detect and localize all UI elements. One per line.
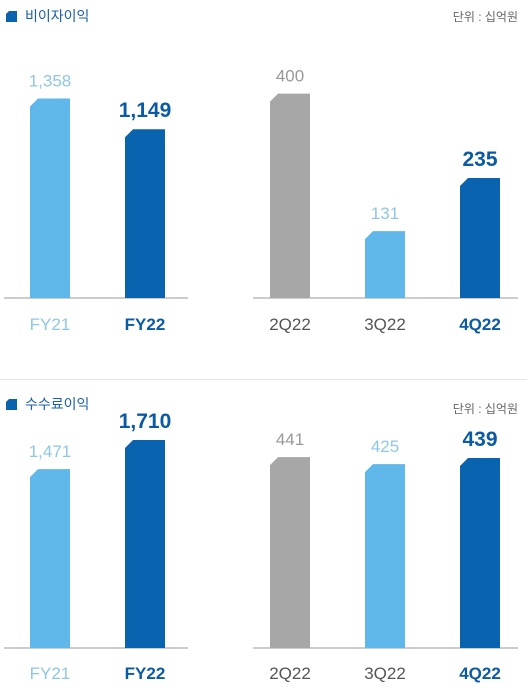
bar <box>30 469 70 648</box>
category-label: FY22 <box>125 315 166 334</box>
bar <box>270 457 310 648</box>
panel-divider <box>0 379 527 380</box>
data-label: 425 <box>371 437 399 456</box>
bar <box>270 93 310 298</box>
panel-title-row: 수수료이익 <box>6 394 89 414</box>
data-label: 1,358 <box>29 72 72 91</box>
category-label: FY21 <box>30 315 71 334</box>
bar <box>460 177 500 298</box>
bar-group: 1,471 FY21 1,710 FY22 <box>4 410 188 683</box>
bar <box>125 440 165 648</box>
folder-tab-icon <box>6 398 17 410</box>
data-label: 235 <box>462 148 497 171</box>
category-label: 4Q22 <box>459 664 501 683</box>
category-label: 3Q22 <box>364 315 406 334</box>
data-label: 439 <box>462 428 497 451</box>
bar <box>460 458 500 648</box>
category-label: 2Q22 <box>269 664 311 683</box>
panel-fee-income: 수수료이익 단위 : 십억원 <box>0 380 527 691</box>
bar-group: 1,358 FY21 1,149 FY22 <box>4 72 188 334</box>
category-label: 4Q22 <box>459 315 501 334</box>
bar <box>30 98 70 298</box>
category-label: 2Q22 <box>269 315 311 334</box>
panel-title-row: 비이자이익 <box>6 6 89 26</box>
panel-non-interest-income: 비이자이익 단위 : 십억원 <box>6 6 518 26</box>
category-label: FY21 <box>30 664 71 683</box>
bar <box>365 464 405 648</box>
category-label: 3Q22 <box>364 664 406 683</box>
unit-label: 단위 : 십억원 <box>452 402 518 416</box>
data-label: 400 <box>276 67 304 86</box>
bar-group: 400 2Q22 131 3Q22 235 4Q22 <box>253 67 518 334</box>
bar-group: 441 2Q22 425 3Q22 439 4Q22 <box>253 428 518 683</box>
bar <box>125 129 165 298</box>
category-label: FY22 <box>125 664 166 683</box>
panel-title: 수수료이익 <box>25 396 90 412</box>
data-label: 131 <box>371 204 399 223</box>
data-label: 441 <box>276 430 304 449</box>
unit-label: 단위 : 십억원 <box>452 10 518 24</box>
data-label: 1,471 <box>29 442 72 461</box>
data-label: 1,149 <box>119 99 172 122</box>
panel-title: 비이자이익 <box>25 8 90 24</box>
data-label: 1,710 <box>119 410 172 433</box>
bar <box>365 231 405 298</box>
folder-tab-icon <box>6 10 17 22</box>
